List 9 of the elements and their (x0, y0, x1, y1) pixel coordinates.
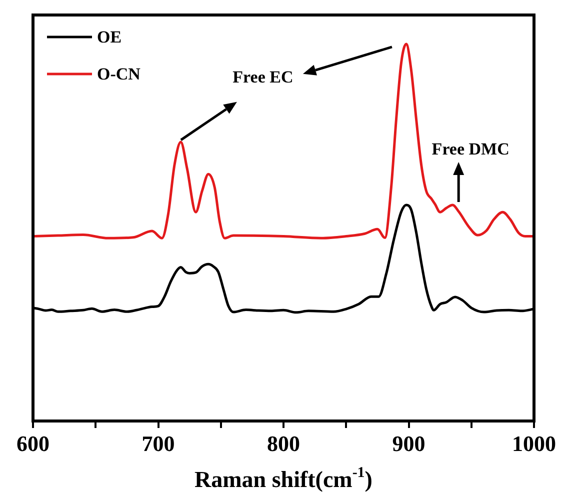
x-tick-label: 600 (16, 430, 50, 456)
legend-label: OE (97, 27, 122, 46)
x-tick-label: 700 (142, 430, 175, 456)
legend-label: O-CN (97, 64, 142, 84)
x-tick-label: 1000 (512, 430, 556, 456)
annotation: Free DMC (432, 139, 510, 158)
annotation: Free EC (232, 67, 294, 86)
x-tick-label: 800 (267, 430, 300, 456)
x-tick-label: 900 (392, 430, 426, 456)
